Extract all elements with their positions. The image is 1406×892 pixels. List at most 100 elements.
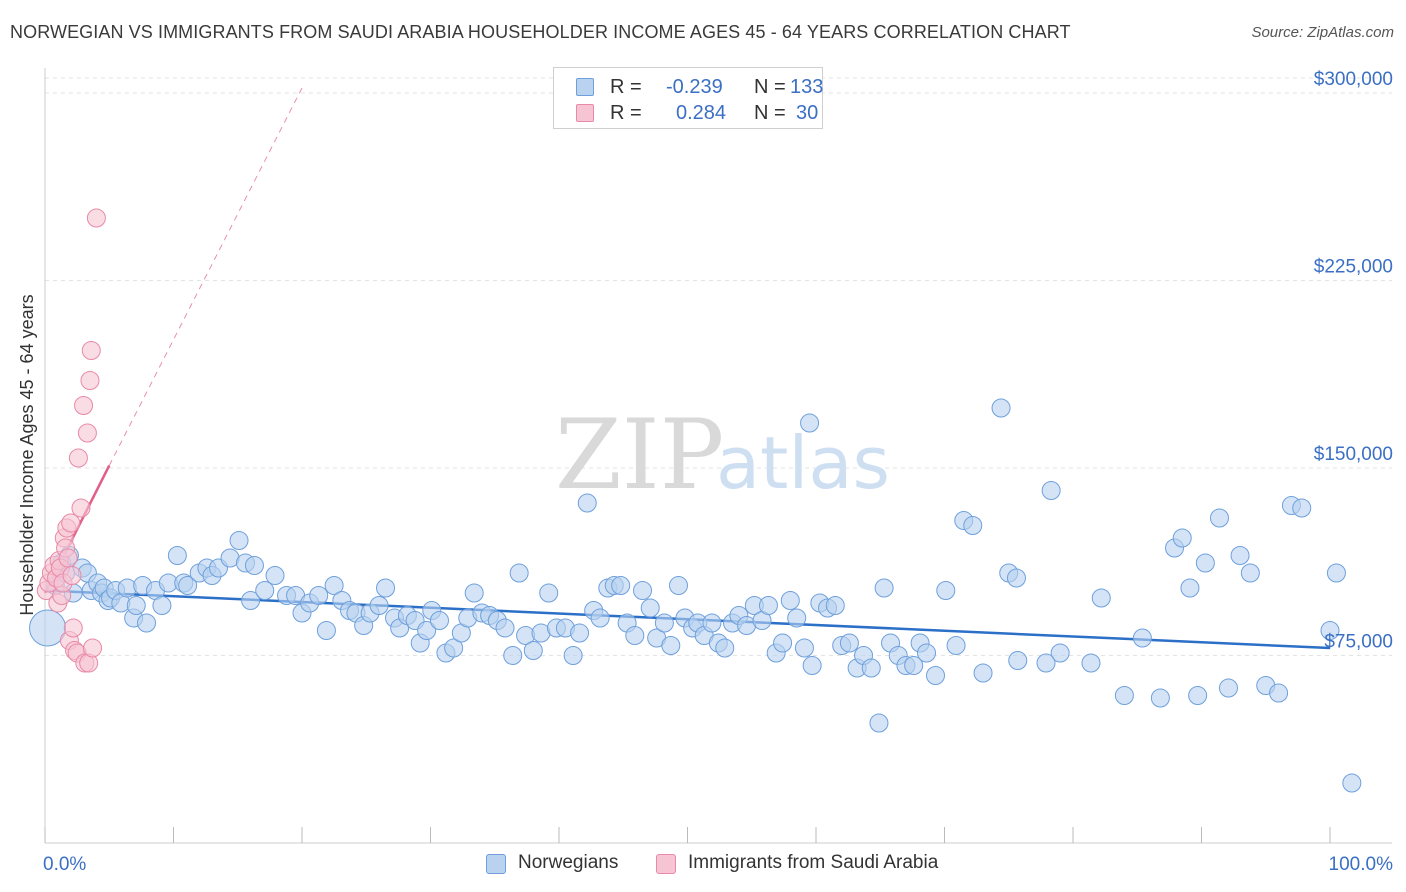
chart-title: NORWEGIAN VS IMMIGRANTS FROM SAUDI ARABI… <box>10 22 1071 42</box>
n-label: N = <box>754 76 786 98</box>
norwegian-point <box>787 608 807 628</box>
norwegian-point <box>503 646 523 665</box>
norwegian-point <box>1132 628 1152 648</box>
saudi-point <box>86 208 106 228</box>
norwegian-point <box>324 576 344 595</box>
norwegian-point <box>444 638 464 658</box>
legend-swatch-saudi <box>656 854 676 874</box>
norwegian-point <box>1008 651 1028 670</box>
norwegian-point <box>1230 546 1250 565</box>
y-tick-label: $150,000 <box>1314 444 1393 465</box>
norwegian-point <box>839 633 859 653</box>
legend-label-norwegians: Norwegians <box>518 852 619 873</box>
saudi-point <box>61 513 81 533</box>
norwegian-point <box>1036 653 1056 673</box>
norwegian-point <box>1091 588 1111 608</box>
norwegian-point <box>1188 686 1208 705</box>
norwegian-point <box>1050 643 1070 663</box>
norwegian-point <box>800 413 820 433</box>
norwegian-point <box>936 581 956 600</box>
saudi-point <box>68 448 88 468</box>
r-label: R = <box>610 76 642 98</box>
x-tick-label-min: 0.0% <box>43 854 86 875</box>
data-points <box>29 208 1362 793</box>
norwegian-point <box>1209 508 1229 528</box>
tick-labels: $75,000 $150,000 $225,000 $300,000 0.0% 100.0… <box>43 69 1393 875</box>
legend-label-saudi: Immigrants from Saudi Arabia <box>688 852 939 873</box>
norwegian-point <box>523 641 543 660</box>
norwegian-point <box>633 581 653 600</box>
norwegian-point <box>577 493 597 513</box>
legend-swatch-norwegians <box>486 854 506 874</box>
norwegian-point <box>1269 683 1289 703</box>
norwegian-point <box>758 596 778 615</box>
norwegian-point <box>495 618 515 638</box>
saudi-point <box>80 371 100 390</box>
x-tick-label-max: 100.0% <box>1329 854 1394 875</box>
norwegian-point <box>309 586 329 605</box>
norwegian-point <box>669 576 689 595</box>
n-value: 133 <box>790 76 824 98</box>
norwegian-point <box>509 563 529 583</box>
norwegian-point <box>1320 621 1340 640</box>
norwegian-point <box>991 398 1011 418</box>
norwegian-point <box>869 713 889 733</box>
norwegian-point <box>917 643 937 663</box>
norwegian-point <box>152 596 172 615</box>
norwegian-point <box>265 566 285 585</box>
saudi-point <box>62 566 82 585</box>
norwegian-point <box>1218 678 1238 698</box>
norwegian-point <box>661 636 681 655</box>
norwegian-point <box>570 623 590 643</box>
norwegian-point <box>229 531 249 550</box>
norwegian-point <box>926 666 946 685</box>
stats-legend: R = -0.239 N = 133 R = 0.284 N = 30 <box>553 67 823 129</box>
norwegian-point <box>241 591 261 610</box>
legend-swatch-blue <box>576 78 594 96</box>
saudi-trend-extension <box>108 87 303 466</box>
legend-swatch-pink <box>576 104 594 122</box>
norwegian-point <box>1114 686 1134 705</box>
saudi-point <box>58 548 78 568</box>
norwegian-point <box>369 596 389 615</box>
norwegian-point <box>1180 578 1200 598</box>
norwegian-point <box>973 663 993 683</box>
norwegian-point <box>590 608 610 628</box>
norwegian-point <box>904 656 924 675</box>
norwegian-point <box>1041 481 1061 500</box>
norwegian-point <box>539 583 559 603</box>
norwegian-point <box>702 613 722 633</box>
norwegian-point <box>654 613 674 633</box>
watermark-zip: ZIP <box>555 399 724 511</box>
norwegian-point <box>874 578 894 598</box>
norwegian-point <box>625 626 645 645</box>
norwegian-point <box>715 638 735 658</box>
y-tick-label: $225,000 <box>1314 257 1393 278</box>
norwegian-point <box>946 636 966 655</box>
r-label: R = <box>610 102 642 124</box>
norwegian-point <box>126 596 146 615</box>
saudi-point <box>74 396 94 415</box>
r-value: 0.284 <box>676 102 727 124</box>
norwegian-point <box>244 556 264 575</box>
norwegian-point <box>167 546 187 565</box>
saudi-point <box>81 341 101 360</box>
norwegian-point <box>1172 528 1192 548</box>
norwegian-point <box>255 581 275 600</box>
norwegian-point <box>611 576 631 595</box>
saudi-point <box>83 638 103 658</box>
r-value: -0.239 <box>666 76 723 98</box>
norwegian-point <box>316 621 336 640</box>
norwegian-point <box>1240 563 1260 583</box>
saudi-point <box>77 423 97 443</box>
norwegian-point <box>376 578 396 598</box>
norwegian-point <box>1292 498 1312 518</box>
norwegian-point <box>802 656 822 675</box>
norwegian-point <box>1081 653 1101 673</box>
norwegian-point <box>773 633 793 653</box>
saudi-point <box>63 618 83 638</box>
chart-source: Source: ZipAtlas.com <box>1251 24 1394 41</box>
axes <box>44 68 1392 844</box>
norwegian-point <box>963 516 983 535</box>
